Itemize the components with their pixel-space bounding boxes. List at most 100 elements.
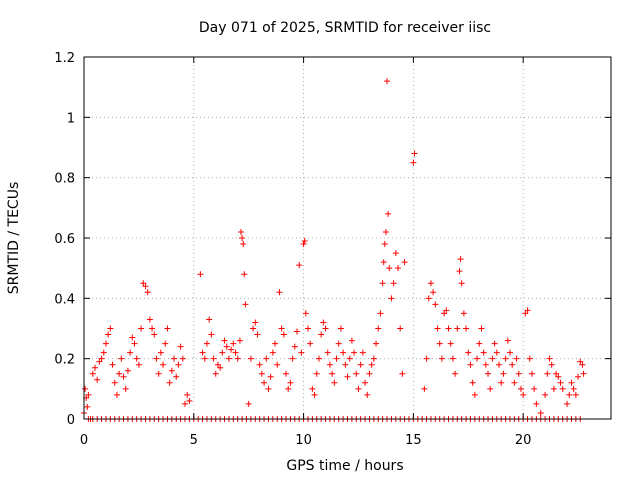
data-point: [245, 400, 252, 407]
data-point: [263, 355, 270, 362]
data-point: [228, 346, 235, 353]
y-axis-label: SRMTID / TECUs: [6, 182, 22, 295]
data-point: [382, 228, 389, 235]
data-point: [307, 340, 314, 347]
data-point: [380, 259, 387, 266]
data-point: [346, 355, 353, 362]
data-point: [89, 370, 96, 377]
data-point: [533, 400, 540, 407]
data-point: [502, 355, 509, 362]
data-point: [203, 340, 210, 347]
data-point: [142, 283, 149, 290]
data-point: [96, 358, 103, 365]
data-point: [580, 370, 587, 377]
data-point: [357, 361, 364, 368]
data-point: [133, 355, 140, 362]
data-point: [239, 235, 246, 241]
data-point: [550, 385, 557, 392]
data-point: [274, 361, 281, 368]
data-point: [199, 349, 206, 356]
data-point: [544, 370, 551, 377]
data-point: [144, 289, 151, 296]
data-point: [381, 241, 388, 248]
data-point: [157, 349, 164, 356]
data-point: [397, 325, 404, 332]
data-point: [366, 370, 373, 377]
data-point: [177, 343, 184, 350]
data-point: [269, 349, 276, 356]
data-point: [135, 361, 142, 368]
data-point: [162, 340, 169, 347]
x-axis-label: GPS time / hours: [286, 458, 403, 474]
y-tick-label: 1.2: [54, 51, 75, 66]
data-point: [425, 295, 432, 302]
data-point: [140, 280, 147, 287]
data-point: [457, 256, 464, 263]
data-point: [129, 334, 136, 341]
data-point: [304, 325, 311, 332]
y-tick-labels: 0 0.2 0.4 0.6 0.8 1 1.2: [54, 51, 75, 428]
data-point: [559, 385, 566, 392]
data-point: [109, 361, 116, 368]
data-point: [511, 379, 518, 386]
data-point: [353, 370, 360, 377]
data-point: [411, 150, 418, 157]
data-point: [173, 373, 180, 380]
data-point: [423, 355, 430, 362]
data-point: [467, 361, 474, 368]
data-point: [340, 349, 347, 356]
y-tick-label: 0.8: [54, 172, 75, 187]
data-point: [333, 355, 340, 362]
data-point: [557, 379, 564, 386]
data-point: [500, 370, 507, 377]
data-point: [324, 349, 331, 356]
x-tick-label: 5: [190, 433, 198, 448]
data-point: [392, 250, 399, 257]
data-point: [160, 361, 167, 368]
data-point: [278, 325, 285, 332]
data-point: [430, 289, 437, 296]
data-point: [489, 355, 496, 362]
data-point: [337, 325, 344, 332]
data-point: [548, 361, 555, 368]
data-point: [348, 337, 355, 344]
data-point: [230, 340, 237, 347]
data-point: [179, 355, 186, 362]
data-point: [568, 379, 575, 386]
data-point: [120, 373, 127, 380]
data-point: [432, 301, 439, 308]
data-point: [385, 210, 392, 217]
chart-title: Day 071 of 2025, SRMTID for receiver iis…: [199, 20, 491, 36]
data-point: [542, 391, 549, 398]
data-point: [301, 238, 308, 245]
data-point: [240, 241, 247, 248]
y-tick-label: 0: [67, 413, 75, 428]
data-point: [116, 370, 123, 377]
data-point: [232, 349, 239, 356]
data-point: [438, 355, 445, 362]
data-point: [577, 358, 584, 365]
data-point: [111, 379, 118, 386]
data-point: [242, 301, 249, 308]
data-point: [572, 391, 579, 398]
data-point: [201, 355, 208, 362]
data-point: [364, 391, 371, 398]
data-point: [146, 316, 153, 323]
data-point: [320, 319, 327, 326]
data-point: [460, 310, 467, 317]
data-point: [359, 349, 366, 356]
data-point: [265, 385, 272, 392]
data-point: [427, 280, 434, 287]
data-point: [124, 367, 131, 374]
data-point: [454, 325, 461, 332]
data-point: [276, 289, 283, 296]
data-point: [102, 340, 109, 347]
data-point: [513, 355, 520, 362]
data-point: [496, 361, 503, 368]
data-point: [441, 310, 448, 317]
data-point: [84, 403, 91, 410]
data-point: [384, 78, 391, 85]
data-point: [395, 265, 402, 272]
data-point: [261, 379, 268, 386]
